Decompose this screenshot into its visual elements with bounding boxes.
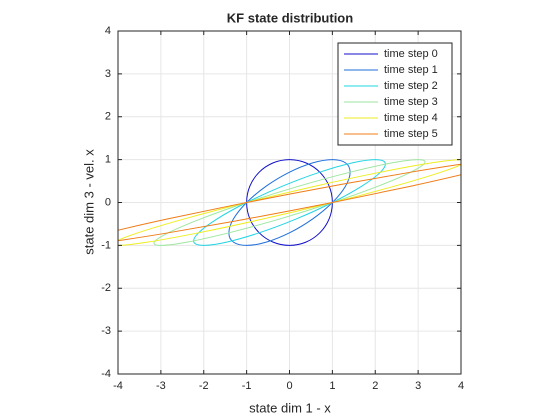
chart-title: KF state distribution <box>227 10 353 25</box>
legend-label: time step 5 <box>384 128 438 140</box>
legend: time step 0 time step 1 time step 2 time st… <box>337 42 453 146</box>
y-tick-label: 0 <box>105 196 111 208</box>
y-tick-label: 3 <box>105 68 111 80</box>
y-tick-label: 4 <box>105 25 111 37</box>
x-tick-label: -4 <box>113 380 123 392</box>
axes-box <box>117 30 462 375</box>
x-tick-label: -2 <box>199 380 209 392</box>
x-tick-label: 4 <box>458 380 464 392</box>
y-tick-label: 1 <box>105 154 111 166</box>
x-tick-label: 0 <box>286 380 292 392</box>
ellipse-line <box>118 163 461 242</box>
legend-label: time step 4 <box>384 112 438 124</box>
legend-label: time step 0 <box>384 48 438 60</box>
x-axis-label: state dim 1 - x <box>249 400 331 415</box>
y-tick-label: -2 <box>101 282 111 294</box>
x-tick-label: 2 <box>372 380 378 392</box>
x-tick-label: -3 <box>156 380 166 392</box>
y-tick-label: -3 <box>101 325 111 337</box>
y-axis-label: state dim 3 - vel. x <box>81 149 96 255</box>
y-tick-label: 2 <box>105 111 111 123</box>
x-tick-label: -1 <box>242 380 252 392</box>
legend-label: time step 2 <box>384 80 438 92</box>
x-tick-label: 1 <box>329 380 335 392</box>
y-tick-label: -1 <box>101 239 111 251</box>
legend-label: time step 1 <box>384 64 438 76</box>
y-tick-label: -4 <box>101 368 111 380</box>
x-tick-label: 3 <box>415 380 421 392</box>
axes: -4 -3 -2 -1 0 1 2 3 4 -4 -3 -2 -1 0 1 2 3 4 <box>101 25 464 392</box>
curves <box>118 159 461 246</box>
legend-label: time step 3 <box>384 96 438 108</box>
legend-box <box>337 42 453 146</box>
